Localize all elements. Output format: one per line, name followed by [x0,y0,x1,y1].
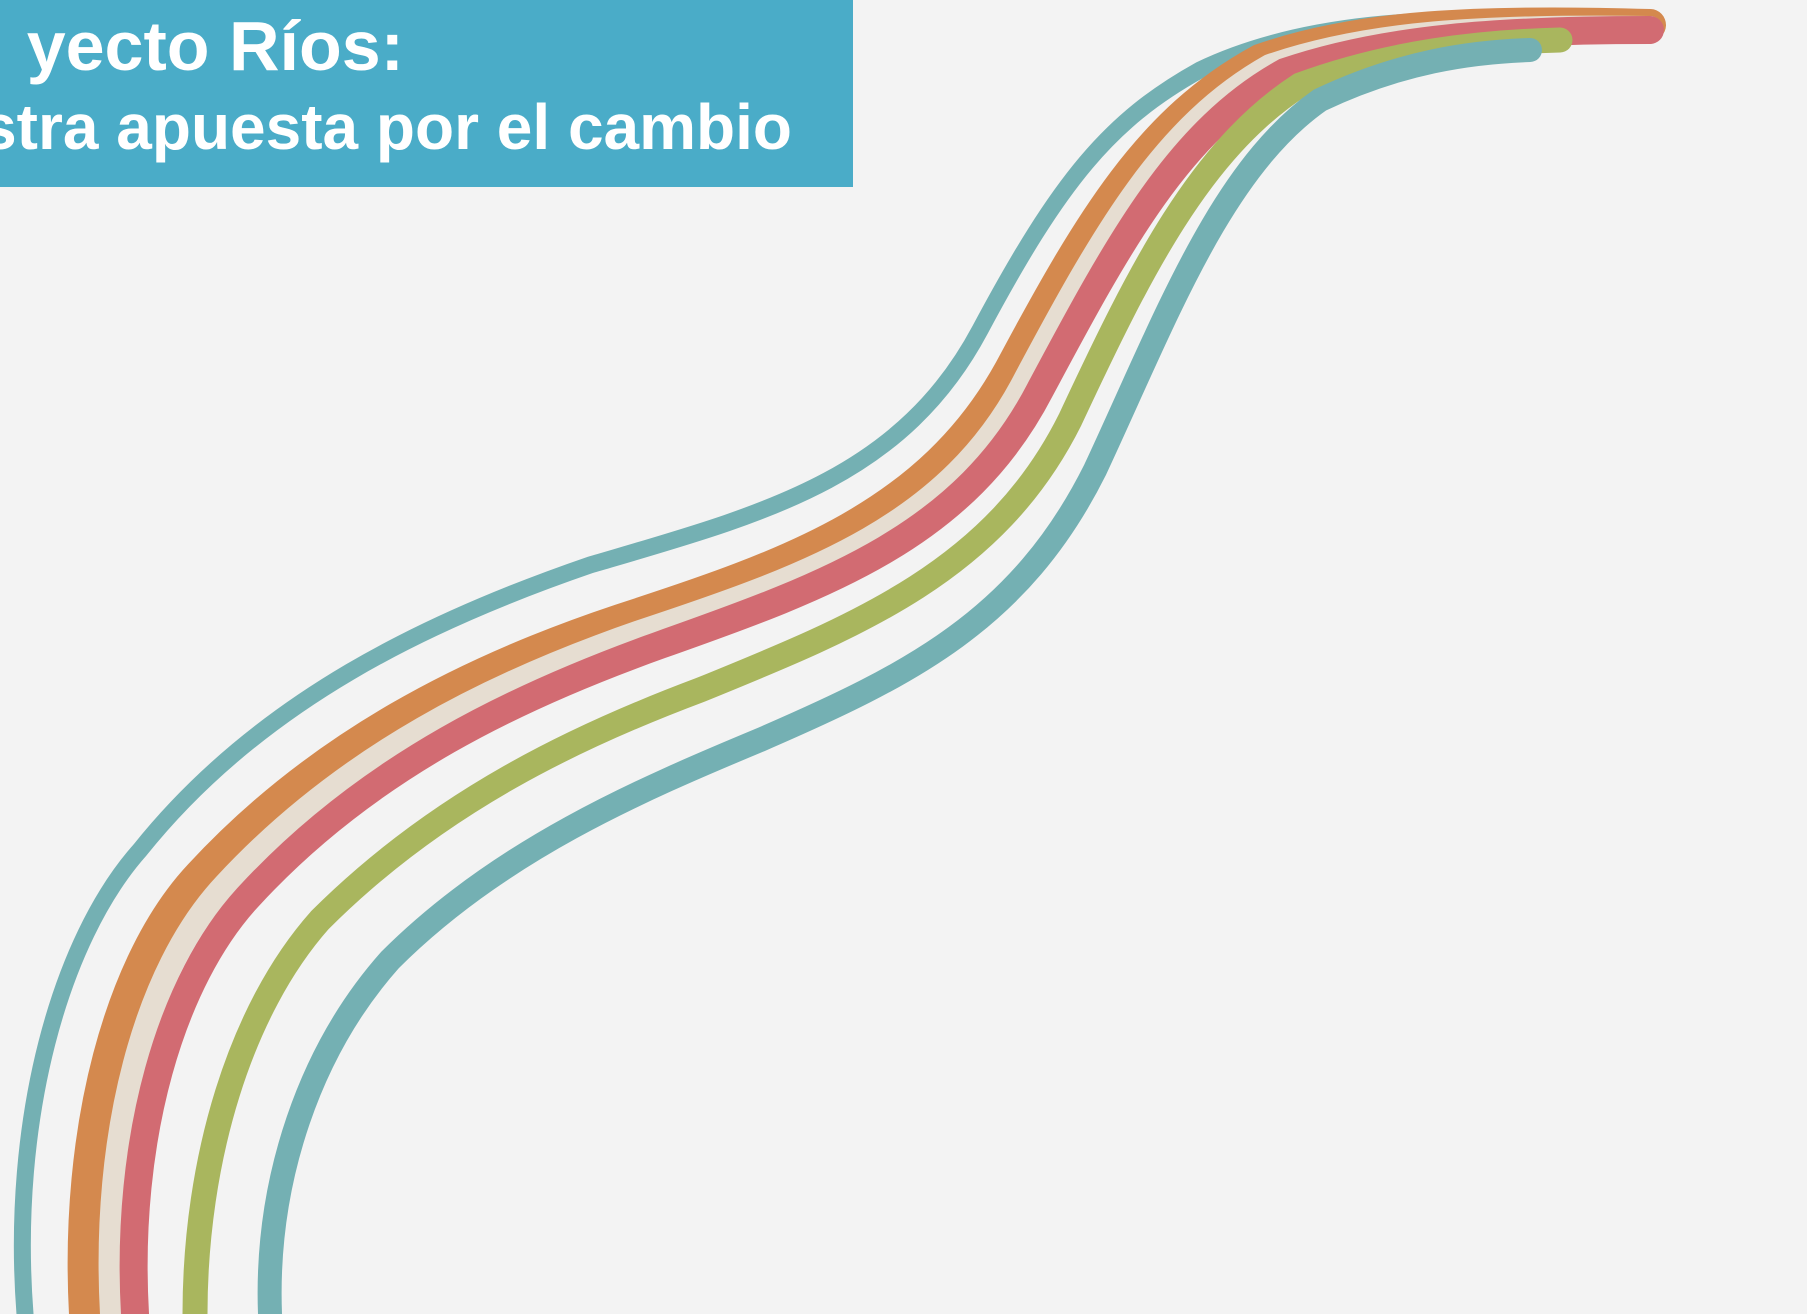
slide-title: yecto Ríos: [26,7,404,85]
slide-subtitle: stra apuesta por el cambio [0,91,792,163]
inner-teal-stripe [257,38,1542,1314]
red-stripe [119,16,1664,1314]
outer-teal-stripe [13,11,1579,1314]
orange-stripe [67,7,1666,1314]
green-stripe [182,27,1573,1314]
title-banner: yecto Ríos: stra apuesta por el cambio [0,0,853,187]
